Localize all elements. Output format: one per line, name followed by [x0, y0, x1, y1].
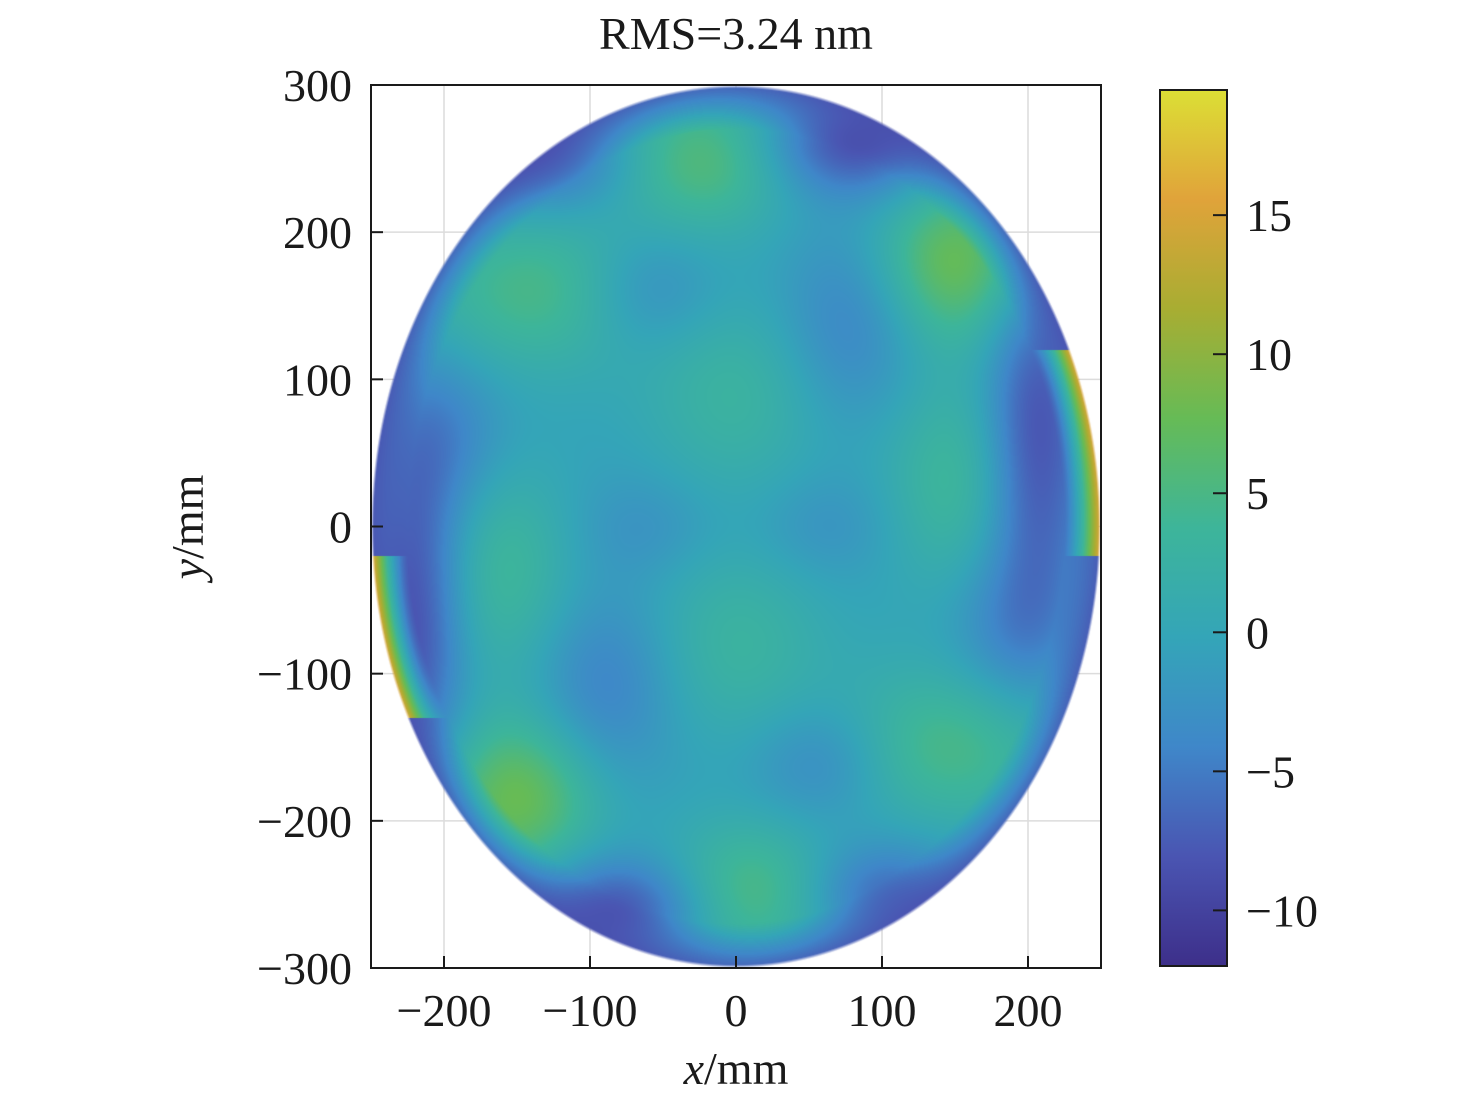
x-tick-label: −200	[397, 985, 492, 1036]
colorbar-tick-label: 10	[1246, 329, 1292, 380]
y-tick-label: −200	[257, 796, 352, 847]
colorbar-tick-label: −5	[1246, 746, 1295, 797]
x-axis-ticks: −200 −100 0 100 200	[397, 956, 1063, 1036]
colorbar-tick-label: 15	[1246, 190, 1292, 241]
y-tick-label: −300	[257, 943, 352, 994]
y-tick-label: 200	[283, 207, 352, 258]
y-axis-unit: /mm	[162, 474, 213, 559]
x-tick-label: 200	[994, 985, 1063, 1036]
colorbar-gradient	[1159, 89, 1228, 967]
x-axis-variable: x	[683, 1043, 705, 1094]
y-tick-label: 0	[329, 502, 352, 553]
heatmap-surface	[371, 85, 1101, 968]
x-axis-label: x/mm	[370, 1044, 1102, 1094]
chart-title: RMS=3.24 nm	[599, 8, 873, 59]
colorbar-tick-label: 5	[1246, 468, 1269, 519]
colorbar-tick-label: 0	[1246, 607, 1269, 658]
y-tick-label: 300	[283, 60, 352, 111]
heatmap-image	[371, 85, 1101, 968]
colorbar: 15 10 5 0 −5 −10	[1159, 89, 1318, 967]
colorbar-tick-label: −10	[1246, 885, 1318, 936]
y-axis-variable: y	[162, 558, 213, 580]
y-axis-ticks: 300 200 100 0 −100 −200 −300	[257, 60, 383, 994]
y-tick-label: 100	[283, 354, 352, 405]
x-axis-unit: /mm	[704, 1043, 789, 1094]
y-axis-label: y/mm	[162, 474, 213, 580]
x-tick-label: 100	[848, 985, 917, 1036]
y-tick-label: −100	[257, 649, 352, 700]
x-tick-label: −100	[543, 985, 638, 1036]
x-tick-label: 0	[725, 985, 748, 1036]
